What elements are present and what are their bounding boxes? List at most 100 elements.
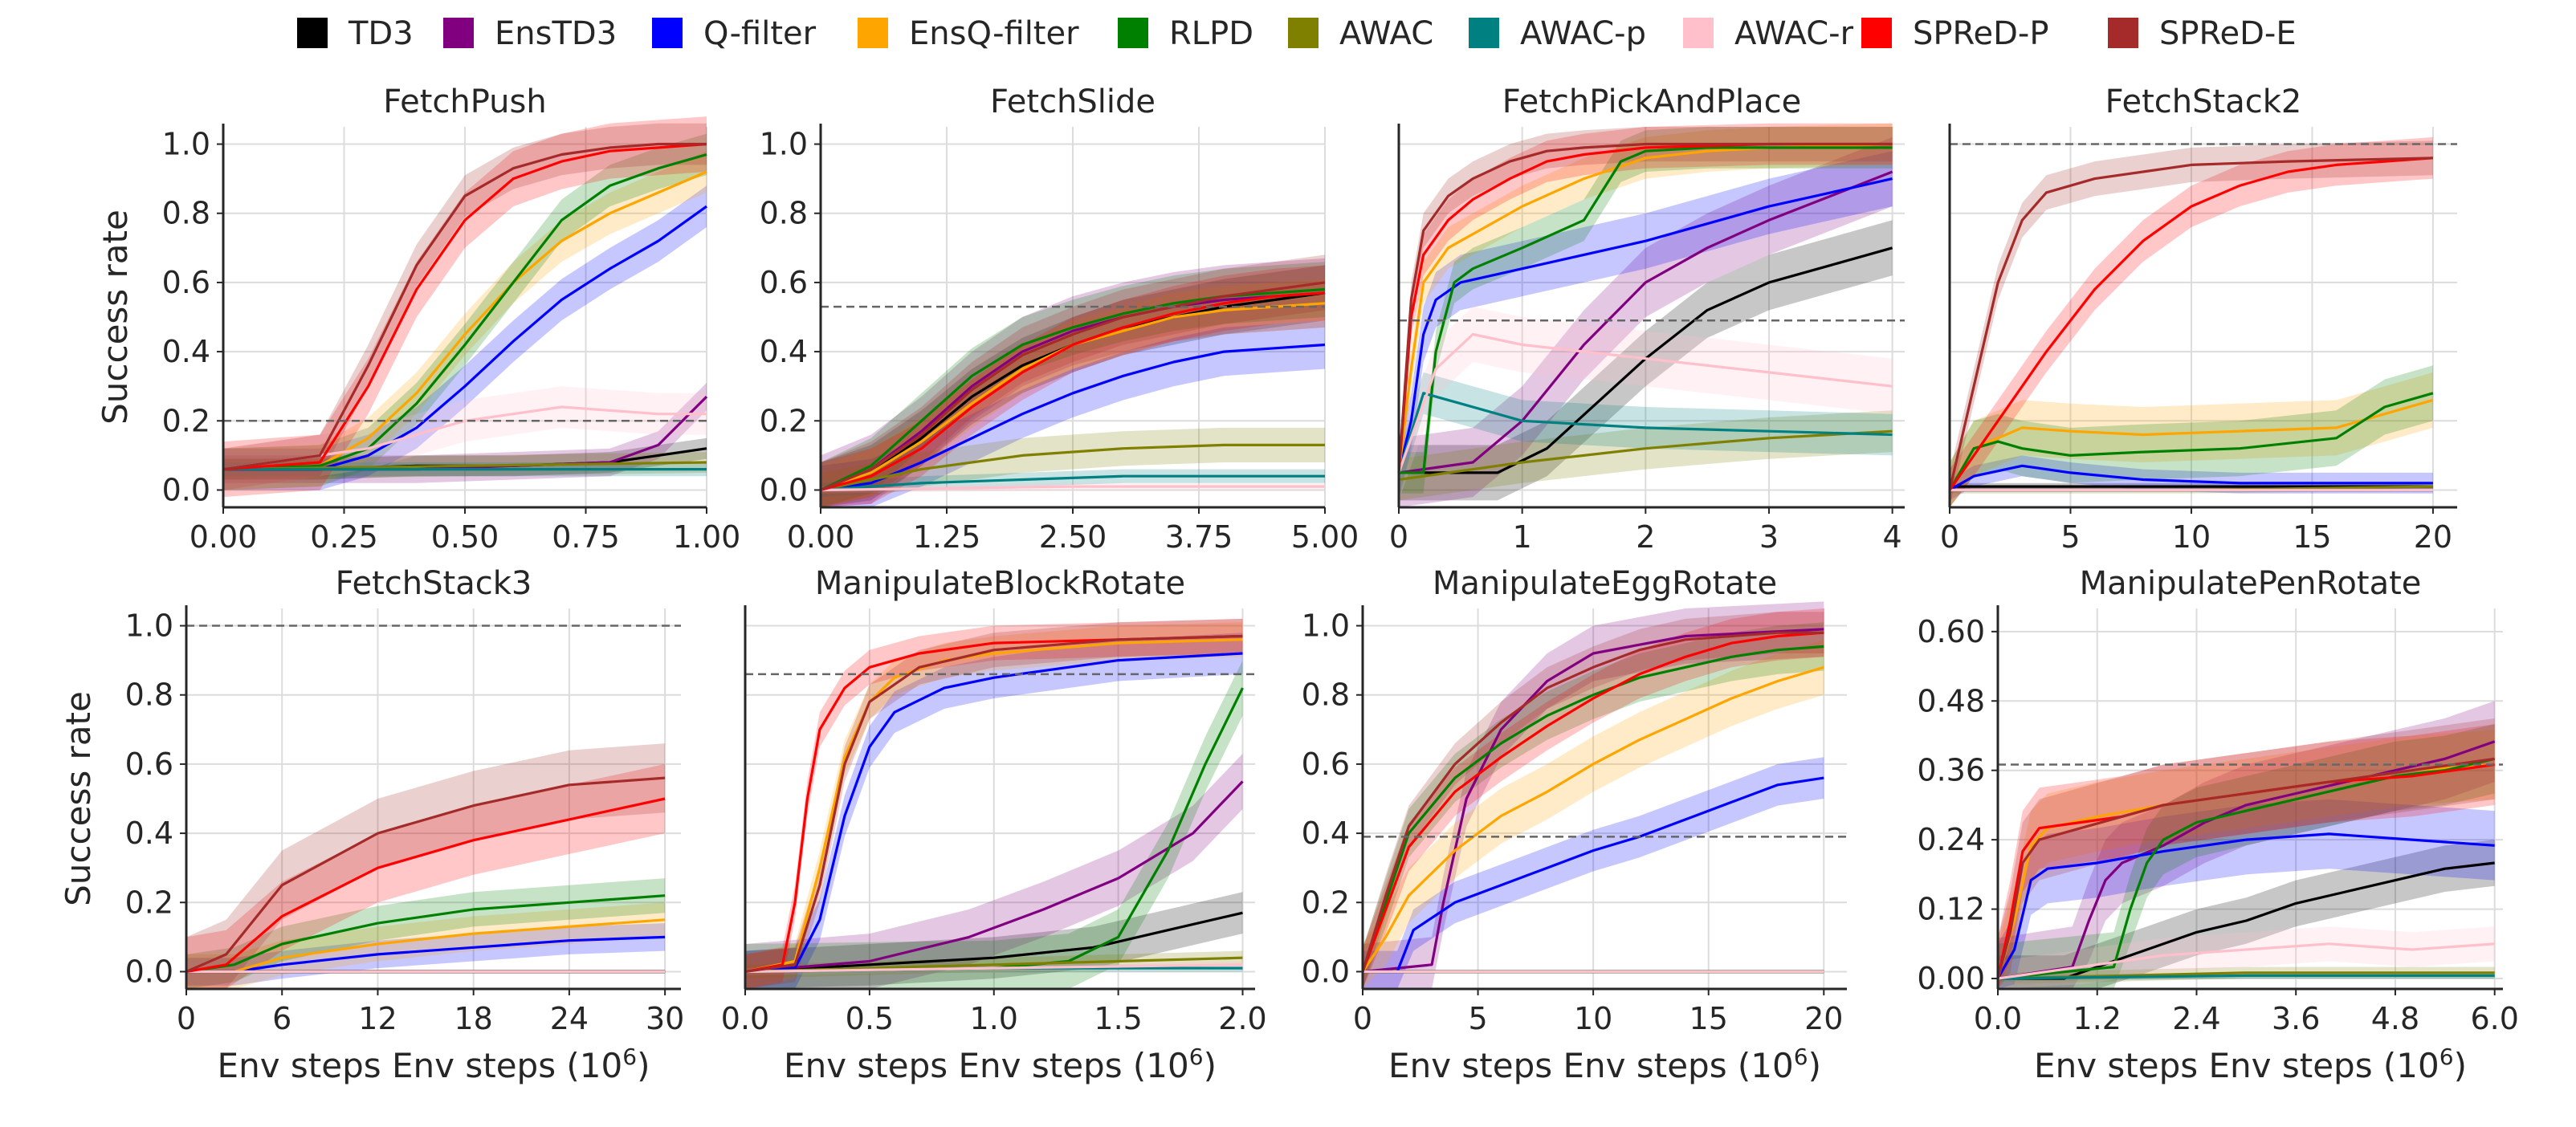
legend-label: RLPD <box>1169 15 1253 52</box>
series-ensq-filter <box>744 638 1243 974</box>
x-tick-label: 4 <box>1883 519 1902 555</box>
panel-manipulateeggrotate: ManipulateEggRotate 0 5 10 15 20 0.0 0.2 0.4 0.6 0… <box>1302 565 1847 1085</box>
panel-fetchstack3: FetchStack3 0 6 12 18 24 30 0.0 0.2 0.4 0.6 0.8 1.0 S… <box>59 565 684 1085</box>
x-axis-label-exponent: 6 <box>1794 1044 1808 1070</box>
x-tick-label: 0.50 <box>431 519 499 555</box>
series-awac-p <box>1397 392 1893 474</box>
x-axis-label-text: Env steps Env steps (10 <box>2034 1046 2439 1085</box>
band-spred-e <box>821 254 1325 507</box>
band-spred-e <box>223 123 707 490</box>
confidence-bands <box>1998 701 2495 989</box>
y-tick-label: 0.60 <box>1917 614 1985 649</box>
band-spred-e <box>1998 718 2495 989</box>
x-axis-label-text: Env steps Env steps (10 <box>218 1046 623 1085</box>
x-axis-label-text: Env steps Env steps (10 <box>784 1046 1189 1085</box>
band-spred-p <box>1399 123 1893 494</box>
x-tick-label: 2.0 <box>1218 1001 1266 1036</box>
x-tick-label: 0.25 <box>310 519 378 555</box>
x-tick-label: 0.0 <box>721 1001 769 1036</box>
series-lines <box>820 281 1326 492</box>
band-rlpd <box>1998 724 2495 989</box>
legend-swatch <box>1861 18 1892 48</box>
series-lines <box>1397 142 1893 482</box>
y-tick-label: 0.8 <box>162 196 210 231</box>
y-tick-label: 0.0 <box>760 472 808 507</box>
series-spred-p <box>1948 157 2434 491</box>
series-awac-r <box>222 405 707 471</box>
x-axis-label: Env steps Env steps (106) <box>2034 1044 2467 1085</box>
x-tick-label: 3.6 <box>2272 1001 2320 1036</box>
band-ensq-filter <box>1399 123 1893 494</box>
confidence-bands <box>821 254 1325 507</box>
series-awac-p <box>820 474 1325 492</box>
band-ensq-filter <box>1363 639 1824 989</box>
y-tick-label: 0.6 <box>162 265 210 300</box>
legend-item-rlpd: RLPD <box>1118 15 1253 52</box>
band-q-filter <box>745 633 1243 989</box>
x-tick-label: 24 <box>550 1001 589 1036</box>
band-spred-p <box>186 763 666 989</box>
x-tick-label: 15 <box>1689 1001 1728 1036</box>
legend-swatch <box>1288 18 1319 48</box>
series-enstd3 <box>820 291 1326 491</box>
x-tick-label: 12 <box>358 1001 397 1036</box>
panel-title: FetchPickAndPlace <box>1502 83 1801 120</box>
y-tick-label: 0.6 <box>760 265 808 300</box>
legend-item-spred-p: SPReD-P <box>1861 15 2048 52</box>
band-td3 <box>1998 840 2495 989</box>
panel-title: FetchStack2 <box>2105 83 2302 120</box>
panel-title: FetchSlide <box>990 83 1156 120</box>
x-axis-label-exponent: 6 <box>2439 1044 2454 1070</box>
series-rlpd <box>1361 645 1824 973</box>
band-rlpd <box>186 878 666 989</box>
band-spred-p <box>223 116 707 498</box>
band-ensq-filter <box>1950 372 2433 507</box>
series-awac <box>820 443 1325 492</box>
series-awac-r <box>1997 942 2495 980</box>
legend-label: EnsTD3 <box>495 15 617 52</box>
x-tick-label: 1.25 <box>913 519 981 555</box>
series-q-filter <box>744 652 1243 974</box>
x-tick-label: 0 <box>177 1001 196 1036</box>
series-spred-p <box>185 797 666 974</box>
legend-label: AWAC-p <box>1520 15 1646 52</box>
x-tick-label: 15 <box>2293 519 2331 555</box>
series-rlpd <box>1948 392 2434 491</box>
band-ensq-filter <box>745 622 1243 989</box>
band-awac <box>1399 410 1893 501</box>
series-spred-e <box>1397 142 1893 474</box>
band-spred-e <box>186 743 666 989</box>
series-spred-p <box>1397 142 1893 474</box>
legend-label: SPReD-E <box>2159 15 2297 52</box>
panel-title: FetchPush <box>383 83 546 120</box>
series-spred-e <box>1361 631 1824 972</box>
x-axis-label-close: ) <box>637 1046 650 1085</box>
band-awac-p <box>1399 372 1893 494</box>
series-enstd3 <box>1362 628 1824 974</box>
panel-fetchslide: FetchSlide 0.00 1.25 2.50 3.75 5.00 0.0 0.2 0.4 0… <box>760 83 1359 555</box>
legend-label: SPReD-P <box>1913 15 2048 52</box>
legend-item-enstd3: EnsTD3 <box>443 15 617 52</box>
band-spred-e <box>745 618 1243 989</box>
band-q-filter <box>821 320 1325 507</box>
y-tick-label: 0.4 <box>760 334 808 369</box>
legend-item-td3: TD3 <box>297 15 414 52</box>
legend-swatch <box>2108 18 2138 48</box>
legend-swatch <box>297 18 328 48</box>
x-tick-label: 5 <box>2060 519 2080 555</box>
x-tick-label: 30 <box>646 1001 684 1036</box>
y-tick-label: 0.8 <box>760 196 808 231</box>
series-spred-e <box>185 776 666 973</box>
confidence-bands <box>223 116 707 498</box>
y-tick-label: 0.48 <box>1917 683 1985 718</box>
panel-fetchpickandplace: FetchPickAndPlace 0 1 2 3 4 <box>1389 83 1905 555</box>
series-ensq-filter <box>1361 665 1824 973</box>
series-awac <box>1398 429 1893 482</box>
x-tick-label: 18 <box>454 1001 492 1036</box>
series-td3 <box>744 911 1243 974</box>
y-tick-label: 0.24 <box>1917 822 1985 857</box>
panel-fetchpush: FetchPush 0.00 0.25 0.50 0.75 1.00 0.0 0.2 0.4 0.… <box>96 83 740 555</box>
y-tick-label: 0.0 <box>162 472 210 507</box>
x-tick-label: 0.00 <box>190 519 258 555</box>
